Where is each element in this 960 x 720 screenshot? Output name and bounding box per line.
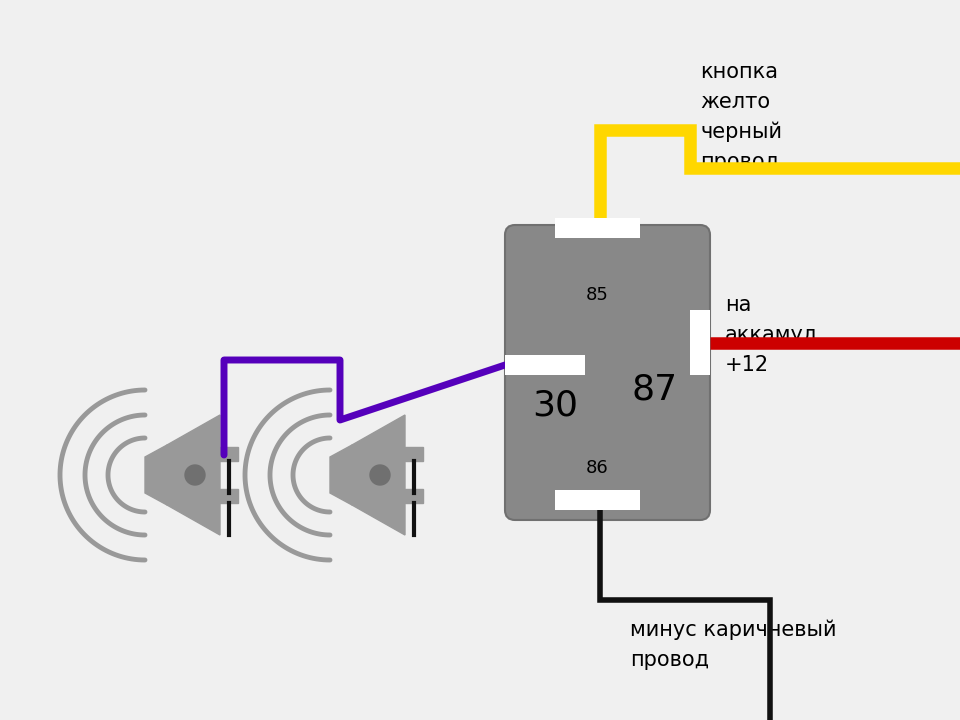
- Circle shape: [370, 465, 390, 485]
- Polygon shape: [145, 445, 167, 505]
- Text: черный: черный: [700, 122, 782, 143]
- Text: кнопка: кнопка: [700, 62, 778, 82]
- Text: 85: 85: [586, 286, 609, 304]
- Bar: [690, 310, 710, 375]
- Text: +12: +12: [725, 355, 769, 375]
- Polygon shape: [405, 447, 423, 461]
- Bar: [555, 490, 640, 510]
- Text: на: на: [725, 295, 752, 315]
- Text: провод: провод: [630, 650, 709, 670]
- Text: провод: провод: [700, 152, 780, 172]
- Text: 30: 30: [532, 388, 578, 422]
- Circle shape: [185, 465, 205, 485]
- Polygon shape: [330, 445, 352, 505]
- Bar: [555, 218, 640, 238]
- Text: 87: 87: [632, 373, 678, 407]
- Text: минус каричневый: минус каричневый: [630, 620, 836, 641]
- Bar: [505, 355, 585, 375]
- FancyBboxPatch shape: [505, 225, 710, 520]
- Polygon shape: [352, 415, 405, 535]
- Text: аккамул.: аккамул.: [725, 325, 824, 345]
- Text: 86: 86: [586, 459, 609, 477]
- Polygon shape: [220, 447, 238, 461]
- Polygon shape: [167, 415, 220, 535]
- Polygon shape: [405, 489, 423, 503]
- Polygon shape: [220, 489, 238, 503]
- Text: желто: желто: [700, 92, 770, 112]
